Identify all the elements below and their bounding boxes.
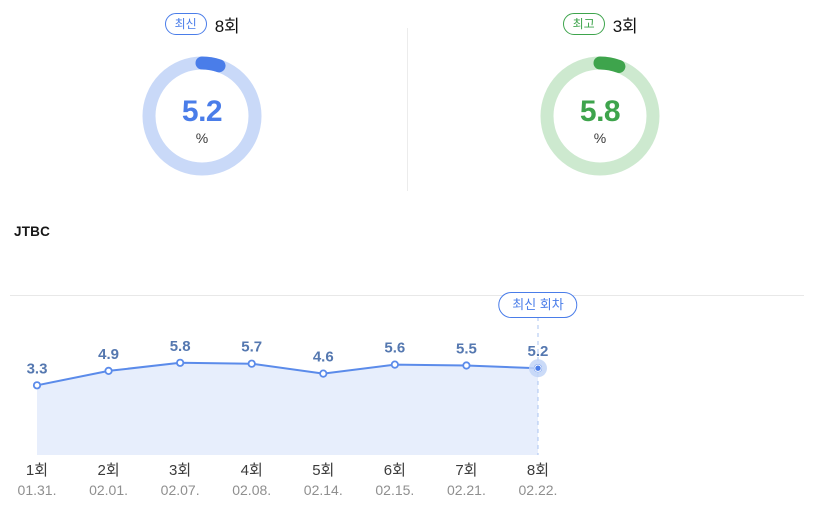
latest-donut-center: 5.2 % (142, 61, 262, 181)
rating-line-chart[interactable]: 3.3 4.9 5.8 5.7 4.6 5.6 5.5 5.2 1회 01.31. 2회 02.01.… (0, 290, 814, 521)
chart-line (36, 361, 539, 387)
value-label: 5.8 (170, 338, 191, 355)
x-label-date: 02.01. (89, 482, 128, 498)
latest-rating-header: 최신 8회 (164, 12, 240, 36)
value-label: 4.6 (313, 349, 334, 366)
x-label-episode: 6회 (384, 462, 406, 479)
value-label: 5.2 (528, 343, 549, 360)
x-label-episode: 8회 (527, 462, 549, 479)
channel-label: JTBC (14, 224, 51, 239)
highest-donut-chart: 5.8 % (540, 56, 660, 176)
highest-episode-label: 3회 (612, 16, 638, 36)
chart-point[interactable] (104, 366, 113, 376)
chart-point[interactable] (247, 359, 256, 368)
highest-rating-header: 최고 3회 (562, 12, 638, 36)
highest-donut-arc (540, 56, 660, 176)
x-label-date: 02.14. (304, 482, 343, 498)
latest-rating-value: 5.2 (181, 94, 223, 128)
chart-point[interactable] (390, 360, 399, 369)
section-divider (10, 295, 804, 296)
value-label: 5.5 (456, 341, 477, 358)
chart-point[interactable] (462, 361, 471, 370)
latest-donut-chart: 5.2 % (142, 56, 262, 176)
latest-point-dot[interactable] (534, 364, 542, 372)
value-label: 4.9 (98, 346, 119, 363)
summary-divider (407, 28, 408, 191)
highest-donut-ring (540, 56, 660, 176)
chart-point[interactable] (319, 369, 328, 378)
value-label: 5.6 (384, 340, 405, 357)
chart-point[interactable] (32, 381, 42, 390)
highest-rating-value: 5.8 (579, 94, 621, 128)
x-label-episode: 4회 (241, 462, 263, 479)
highest-rating-panel: 최고 3회 5.8 % (470, 12, 730, 176)
latest-donut-ring (142, 56, 262, 176)
latest-episode-label: 8회 (214, 16, 240, 36)
x-label-date: 02.21. (447, 482, 486, 498)
x-label-date: 02.07. (161, 482, 200, 498)
latest-badge: 최신 (164, 13, 207, 35)
highest-badge: 최고 (562, 13, 605, 35)
x-label-date: 01.31. (18, 482, 57, 498)
x-label-date: 02.22. (519, 482, 558, 498)
x-label-date: 02.15. (375, 482, 414, 498)
latest-rating-unit: % (195, 130, 209, 147)
highest-rating-unit: % (593, 130, 607, 147)
x-label-episode: 2회 (97, 462, 119, 479)
highest-donut-center: 5.8 % (540, 61, 660, 181)
x-label-episode: 7회 (455, 462, 477, 479)
latest-rating-panel: 최신 8회 5.2 % (72, 12, 332, 176)
x-label-episode: 5회 (312, 462, 334, 479)
latest-donut-arc (142, 56, 262, 176)
x-label-episode: 3회 (169, 462, 191, 479)
value-label: 3.3 (27, 360, 48, 377)
chart-point[interactable] (176, 358, 185, 367)
x-label-episode: 1회 (26, 462, 48, 479)
chart-area-fill (37, 362, 538, 455)
value-label: 5.7 (241, 339, 262, 356)
latest-episode-tooltip: 최신 회차 (498, 292, 578, 318)
x-label-date: 02.08. (232, 482, 271, 498)
